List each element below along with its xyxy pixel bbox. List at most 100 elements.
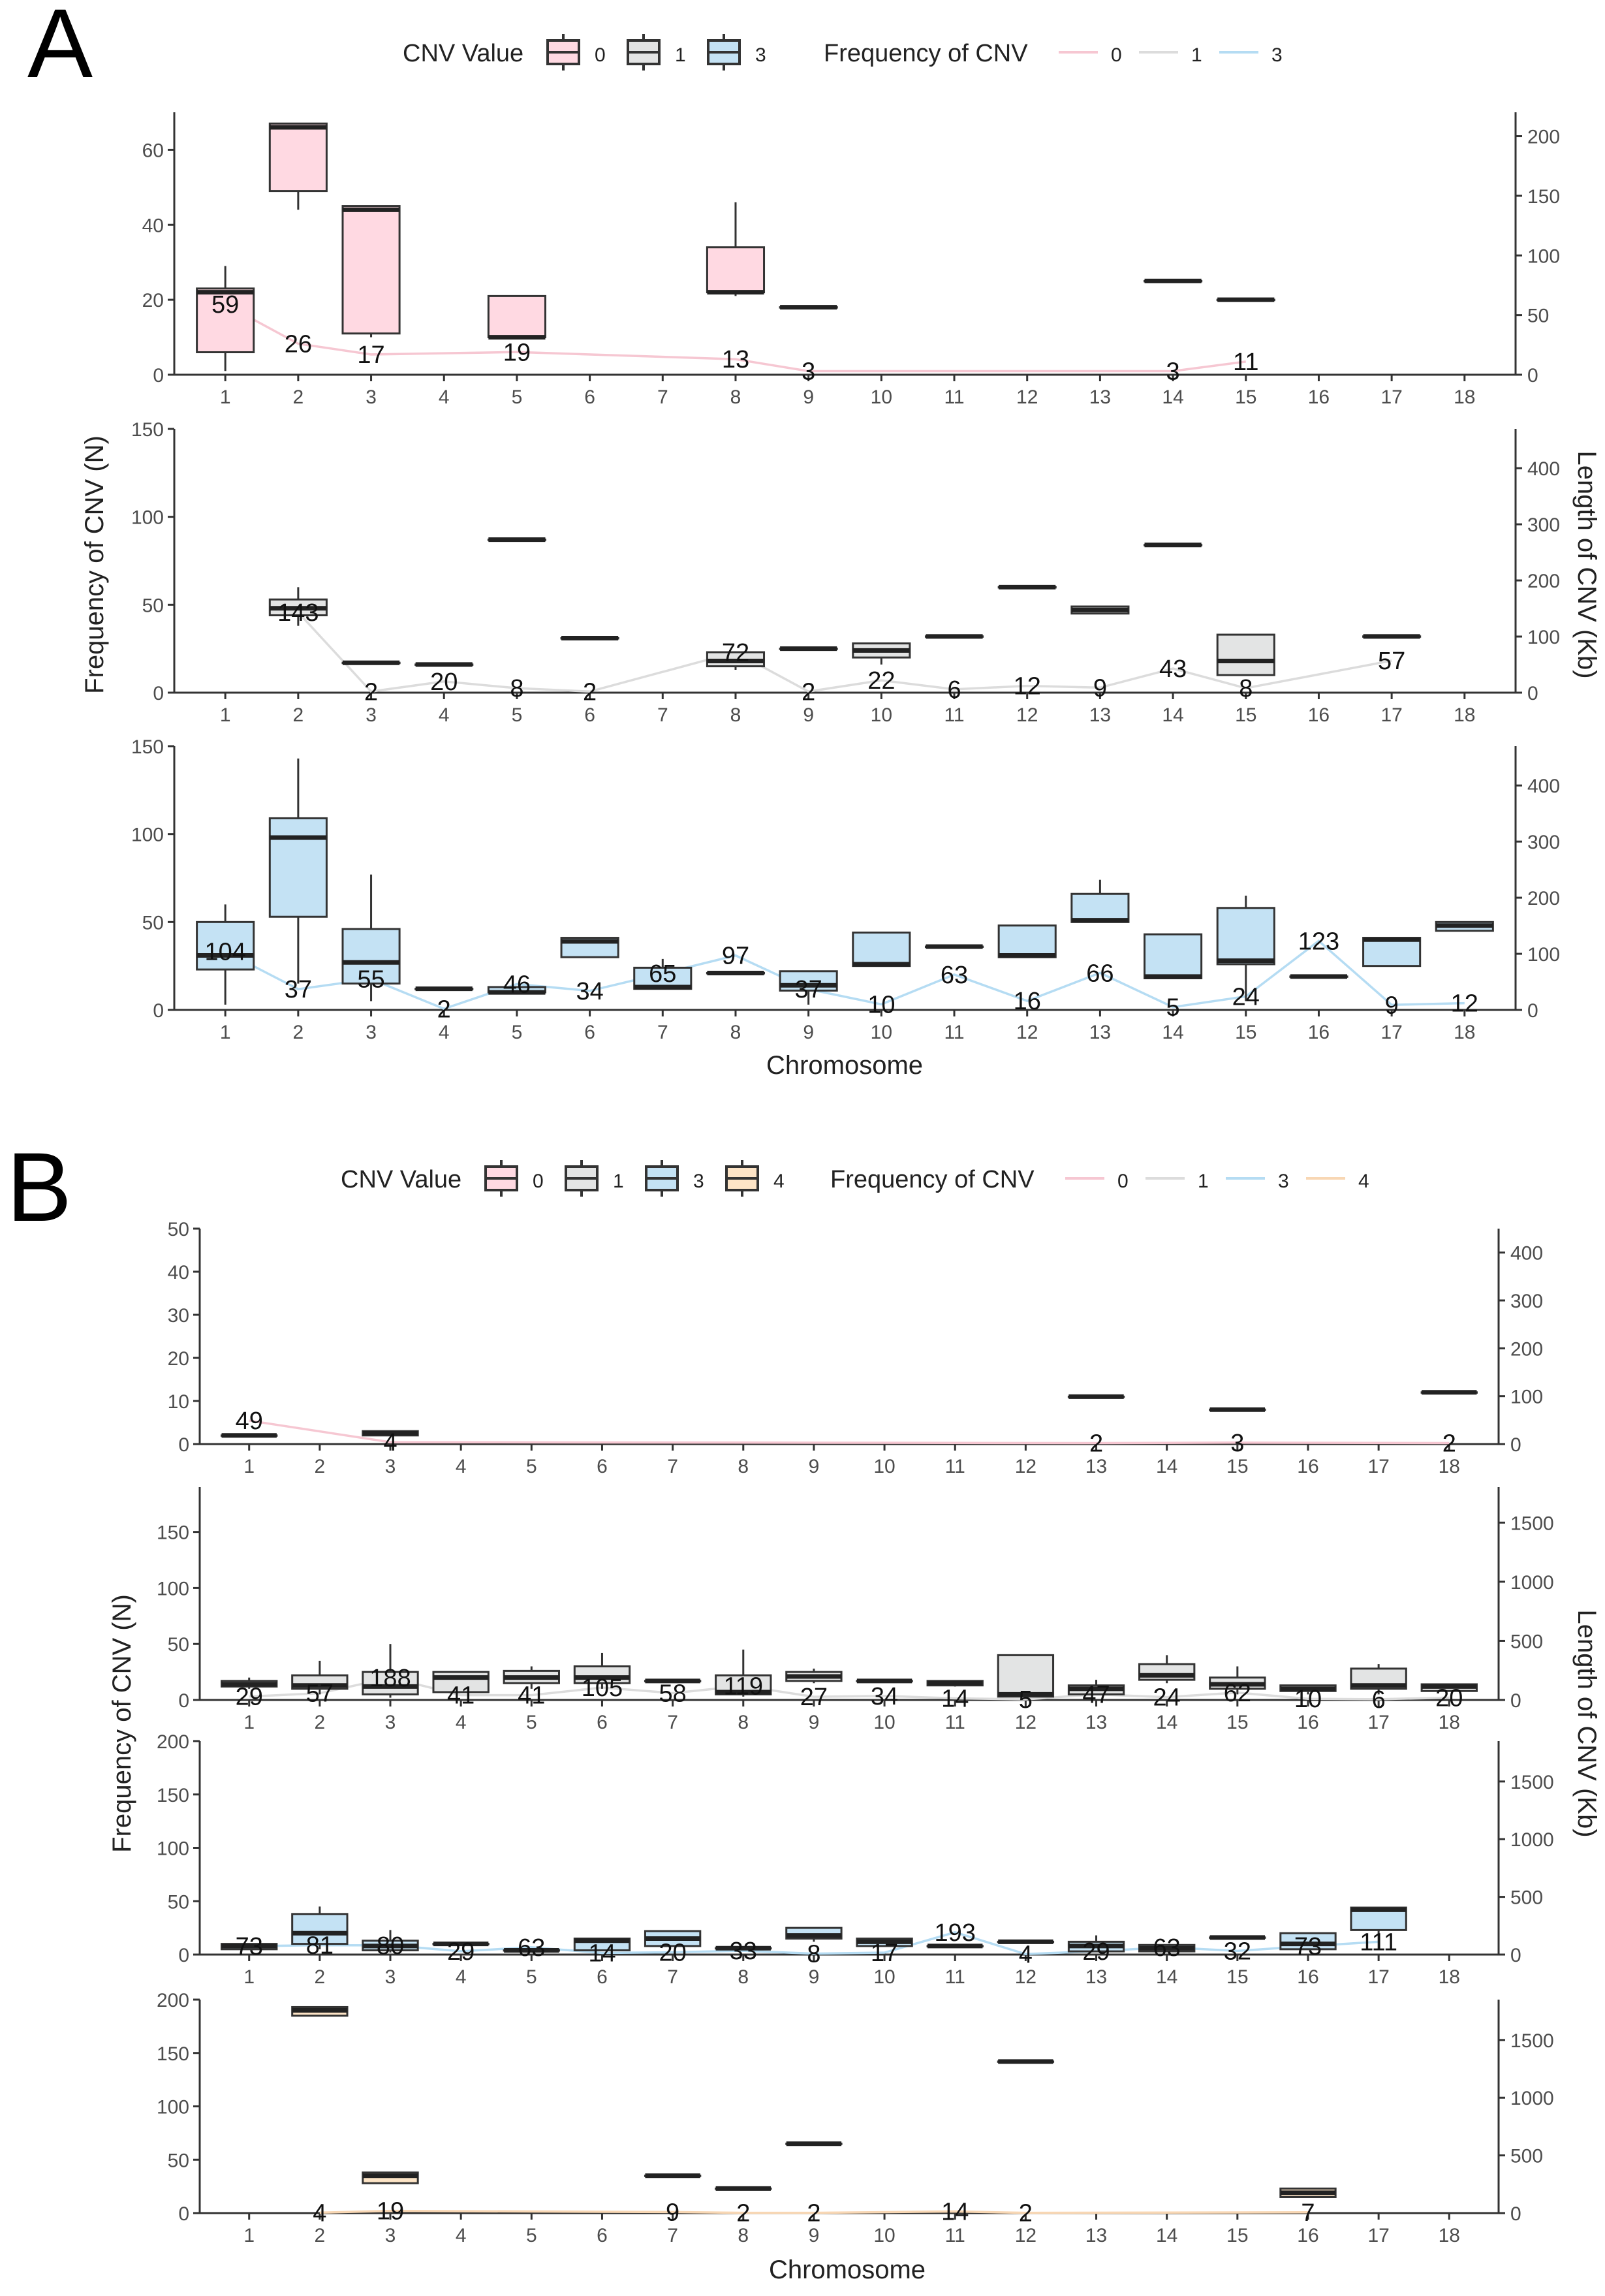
box	[268, 758, 328, 984]
x-tick-label: 10	[871, 1022, 892, 1043]
box	[560, 937, 619, 958]
x-tick-label: 5	[512, 704, 523, 726]
box	[785, 2141, 843, 2147]
x-tick-label: 16	[1297, 2225, 1318, 2246]
box-iqr	[1216, 633, 1275, 676]
x-tick-label: 14	[1162, 1022, 1183, 1043]
y2-tick-label: 200	[1527, 127, 1560, 148]
box	[196, 904, 255, 1005]
x-tick-label: 2	[315, 1456, 326, 1477]
x-tick-label: 13	[1089, 704, 1111, 726]
frequency-label: 34	[576, 978, 603, 1005]
x-tick-label: 9	[803, 1022, 814, 1043]
frequency-label: 80	[377, 1932, 404, 1960]
x-tick-label: 4	[456, 1456, 467, 1477]
frequency-label: 3	[1166, 358, 1180, 386]
box	[432, 1942, 490, 1947]
x-tick-label: 12	[1016, 704, 1038, 726]
y2-tick-label: 400	[1527, 458, 1560, 480]
legend-line-key: 1	[1145, 1171, 1209, 1192]
y2-tick-label: 300	[1527, 832, 1560, 853]
frequency-label: 2	[364, 678, 378, 706]
y2-tick-label: 1500	[1510, 1772, 1554, 1793]
legend-box-value: 4	[773, 1171, 785, 1192]
frequency-label: 65	[649, 960, 676, 988]
x-tick-label: 15	[1226, 2225, 1248, 2246]
y-tick-label: 0	[153, 683, 164, 704]
legend-box-key: 1	[565, 1160, 624, 1197]
box	[1070, 879, 1130, 923]
box	[997, 1654, 1055, 1698]
box	[573, 1937, 631, 1951]
y-tick-label: 0	[153, 1000, 164, 1022]
frequency-label: 27	[800, 1684, 828, 1711]
x-tick-label: 13	[1085, 2225, 1107, 2246]
y2-tick-label: 0	[1527, 365, 1538, 386]
panel-B: B Frequency of CNV (N) Length of CNV (Kb) C…	[7, 1132, 1601, 2284]
frequency-label: 2	[1089, 1430, 1103, 1458]
x-tick-label: 5	[512, 1022, 523, 1043]
frequency-label: 5	[1166, 994, 1180, 1022]
frequency-label: 143	[277, 599, 319, 627]
y-tick-label: 150	[131, 736, 164, 758]
x-tick-label: 7	[667, 1712, 678, 1733]
y-tick-label: 10	[168, 1391, 189, 1413]
frequency-label: 3	[802, 358, 815, 386]
frequency-label: 37	[285, 976, 312, 1003]
y2-tick-label: 50	[1527, 306, 1549, 327]
legend-box-title: CNV Value	[341, 1166, 461, 1193]
frequency-label: 34	[871, 1683, 898, 1710]
frequency-label: 41	[518, 1682, 545, 1710]
box-iqr	[1070, 892, 1130, 923]
legend: CNV Value 0 1 3 Frequency of CNV 0 1 3	[403, 34, 1283, 71]
x-tick-label: 2	[293, 1022, 304, 1043]
x-tick-label: 2	[293, 704, 304, 726]
x-tick-label: 3	[385, 1966, 396, 1988]
box	[1350, 1906, 1407, 1949]
frequency-label: 26	[285, 330, 312, 358]
legend-box-key: 4	[725, 1160, 785, 1197]
x-tick-label: 1	[220, 704, 231, 726]
box	[1216, 633, 1275, 676]
frequency-line	[319, 2209, 1308, 2214]
x-tick-label: 6	[597, 2225, 608, 2246]
x-tick-label: 1	[220, 1022, 231, 1043]
box	[341, 205, 401, 338]
frequency-label: 63	[941, 962, 968, 989]
box	[1144, 543, 1203, 548]
box	[1138, 1943, 1196, 1953]
y2-tick-label: 0	[1510, 2203, 1521, 2225]
frequency-label: 20	[659, 1939, 686, 1966]
box	[779, 646, 838, 652]
frequency-label: 72	[722, 639, 749, 667]
box	[221, 1943, 278, 1951]
legend-line-value: 4	[1358, 1171, 1369, 1192]
frequency-label: 8	[510, 675, 523, 702]
y-tick-label: 50	[142, 595, 164, 616]
x-tick-label: 3	[385, 1712, 396, 1733]
legend-box-key: 3	[707, 34, 766, 71]
x-tick-label: 11	[944, 1022, 964, 1043]
x-tick-label: 8	[730, 704, 741, 726]
x-tick-label: 3	[366, 704, 377, 726]
y2-tick-label: 100	[1527, 627, 1560, 648]
y2-tick-label: 200	[1527, 888, 1560, 909]
frequency-label: 29	[1082, 1938, 1110, 1966]
legend-line-value: 0	[1117, 1171, 1129, 1192]
box	[1209, 1666, 1266, 1695]
box	[503, 1666, 560, 1689]
box	[856, 1678, 913, 1684]
frequency-label: 59	[211, 291, 239, 319]
box-iqr	[573, 1665, 631, 1684]
x-tick-label: 14	[1162, 386, 1183, 408]
frequency-label: 73	[1294, 1933, 1322, 1960]
box	[779, 970, 838, 1005]
frequency-label: 24	[1153, 1684, 1181, 1712]
x-axis-title: Chromosome	[769, 2256, 926, 2284]
y-tick-label: 50	[168, 1219, 189, 1240]
frequency-label: 43	[1159, 655, 1187, 683]
box-iqr	[362, 1671, 419, 1695]
